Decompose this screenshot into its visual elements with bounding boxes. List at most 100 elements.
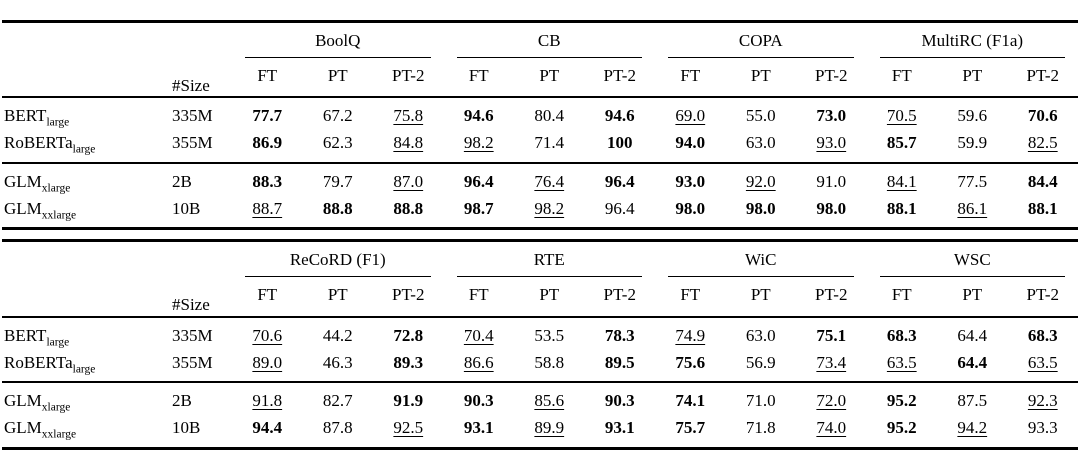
model-size-cell: 2B	[152, 381, 232, 416]
score-cell: 94.2	[957, 418, 988, 438]
score-cell: 63.5	[1027, 352, 1058, 372]
size-column-header: #Size	[152, 21, 232, 99]
results-tables-container: #Size BoolQ CB COPA MultiRC (F1a) FT PT PT-2 FT P…	[2, 20, 1079, 450]
sub-header-label: FT	[443, 277, 514, 318]
score-cell: 96.4	[443, 161, 514, 196]
sub-header-label: PT-2	[584, 277, 655, 318]
sub-header-label: PT	[725, 57, 797, 99]
task-group-rule: ReCoRD (F1)	[245, 250, 431, 278]
score-cell: 86.1	[957, 198, 988, 218]
model-size-cell: 10B	[172, 418, 201, 438]
score-cell: 62.3	[322, 133, 353, 153]
sub-header-label: FT	[866, 57, 938, 99]
score-cell: 63.5	[886, 352, 917, 372]
task-group-rule: CB	[456, 31, 643, 58]
task-group-cell: MultiRC (F1a)	[867, 22, 1079, 58]
task-group-label: WiC	[745, 250, 777, 270]
model-name-cell: GLMxxlarge	[2, 415, 152, 448]
model-name-subscript: large	[46, 336, 70, 349]
sub-header-label: FT	[232, 57, 303, 99]
score-cell: 53.5	[534, 325, 565, 345]
score-cell: 44.2	[322, 325, 353, 345]
task-group-rule: COPA	[668, 31, 854, 58]
sub-header-label: PT	[937, 57, 1008, 99]
score-cell: 68.3	[886, 325, 917, 345]
table-row: GLMxlarge 2B 91.8 82.7 91.9 90.3 85.6 90.3 74.1 7…	[2, 381, 1079, 416]
score-cell: 86.6	[463, 352, 494, 372]
score-cell: 93.1	[604, 418, 635, 438]
task-group-label: MultiRC (F1a)	[921, 31, 1024, 50]
score-cell: 100	[607, 133, 633, 153]
score-cell: 98.0	[816, 198, 847, 218]
task-group-rule: WSC	[879, 250, 1066, 278]
task-group-cell: RTE	[444, 241, 656, 278]
sub-header-label: PT-2	[584, 57, 656, 99]
score-cell: 71.0	[725, 381, 796, 416]
model-size-cell: 10B	[172, 198, 201, 218]
task-group-label: CB	[537, 31, 561, 50]
score-cell: 98.0	[745, 198, 776, 218]
score-cell: 98.7	[463, 198, 494, 218]
task-group-label: COPA	[738, 31, 783, 50]
score-cell: 70.6	[1027, 106, 1058, 126]
table-row: BERTlarge 335M 77.7 67.2 75.8 94.6 80.4 94.6 69.…	[2, 97, 1078, 130]
score-cell: 71.4	[534, 133, 565, 153]
score-cell: 82.5	[1027, 133, 1058, 153]
corner-cell	[2, 21, 152, 99]
table-row: BERTlarge 335M 70.6 44.2 72.8 70.4 53.5 78.3 74.…	[2, 317, 1078, 350]
score-cell: 92.5	[393, 418, 424, 438]
results-table-1: #Size BoolQ CB COPA MultiRC (F1a) FT PT PT-2 FT P…	[2, 20, 1079, 231]
task-group-label: WSC	[953, 250, 991, 270]
score-cell: 70.6	[252, 325, 283, 345]
score-cell: 75.1	[816, 325, 847, 345]
score-cell: 74.1	[655, 381, 726, 416]
score-cell: 58.8	[534, 352, 565, 372]
score-cell: 90.3	[584, 381, 655, 416]
sub-header-label: FT	[866, 277, 938, 318]
task-group-label: ReCoRD (F1)	[289, 250, 386, 270]
sub-header-row: FT PT PT-2 FT PT PT-2 FT PT PT-2 FT PT PT-2	[2, 57, 1079, 99]
score-cell: 87.8	[322, 418, 353, 438]
score-cell: 80.4	[534, 106, 565, 126]
table-row: RoBERTalarge 355M 86.9 62.3 84.8 98.2 71.4 100 9…	[2, 130, 1078, 163]
model-name-subscript: xxlarge	[41, 209, 77, 222]
model-name: GLM	[4, 171, 42, 191]
results-table-2: #Size ReCoRD (F1) RTE WiC WSC FT PT PT-2 FT PT PT-…	[2, 239, 1079, 450]
score-cell: 73.0	[816, 106, 847, 126]
score-cell: 85.6	[514, 381, 585, 416]
score-cell: 87.0	[373, 161, 444, 196]
task-group-cell: BoolQ	[232, 22, 444, 58]
task-group-cell: WSC	[867, 241, 1079, 278]
score-cell: 96.4	[584, 161, 656, 196]
score-cell: 91.0	[796, 161, 867, 196]
model-name-cell: RoBERTalarge	[2, 130, 152, 163]
model-name-subscript: large	[46, 116, 70, 129]
score-cell: 94.4	[252, 418, 283, 438]
score-cell: 91.9	[373, 381, 444, 416]
score-cell: 89.9	[534, 418, 565, 438]
score-cell: 55.0	[745, 106, 776, 126]
sub-header-label: FT	[655, 277, 726, 318]
task-group-cell: WiC	[655, 241, 867, 278]
score-cell: 46.3	[322, 352, 353, 372]
model-name-cell: BERTlarge	[2, 317, 152, 350]
score-cell: 70.5	[886, 106, 917, 126]
table-header: #Size BoolQ CB COPA MultiRC (F1a) FT PT PT-2 FT P…	[2, 21, 1079, 99]
size-column-header: #Size	[152, 240, 232, 318]
score-cell: 77.5	[937, 161, 1008, 196]
score-cell: 68.3	[1027, 325, 1058, 345]
model-row-group-1: BERTlarge 335M 77.7 67.2 75.8 94.6 80.4 94.6 69.…	[2, 97, 1078, 162]
table-row: GLMxxlarge 10B 94.4 87.8 92.5 93.1 89.9 93.1 75.…	[2, 415, 1078, 448]
corner-cell	[2, 240, 152, 318]
score-cell: 84.8	[393, 133, 424, 153]
score-cell: 88.7	[252, 198, 283, 218]
model-size-cell: 355M	[172, 352, 213, 372]
task-group-rule: RTE	[456, 250, 642, 278]
score-cell: 74.0	[816, 418, 847, 438]
score-cell: 67.2	[322, 106, 353, 126]
score-cell: 89.3	[393, 352, 424, 372]
sub-header-label: PT-2	[1007, 277, 1079, 318]
model-size-cell: 335M	[172, 106, 213, 126]
score-cell: 93.1	[463, 418, 494, 438]
